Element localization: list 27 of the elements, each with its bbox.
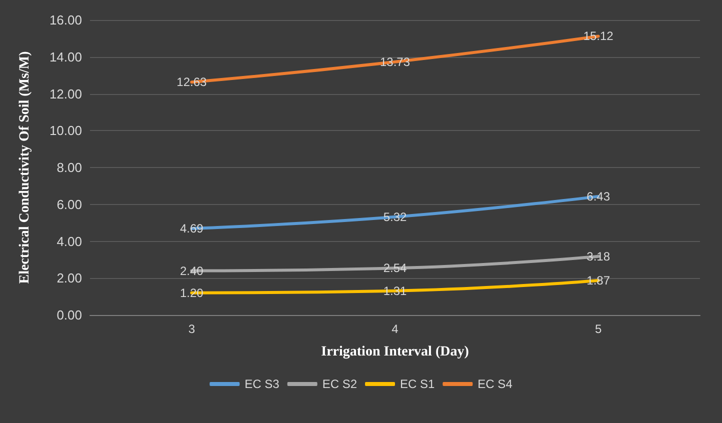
y-tick-label: 16.00 [49, 12, 82, 28]
data-label: 2.54 [383, 261, 407, 276]
y-tick-label: 0.00 [56, 308, 82, 322]
data-label: 1.20 [180, 286, 204, 300]
x-axis-title: Irrigation Interval (Day) [321, 344, 470, 360]
y-axis-title: Electrical Conductivity Of Soil (Ms/M) [18, 50, 32, 284]
data-label: 1.87 [586, 274, 610, 288]
y-tick-label: 8.00 [56, 160, 82, 175]
legend-label: EC S1 [400, 377, 436, 391]
data-label: 6.43 [586, 189, 610, 204]
y-tick-label: 14.00 [49, 49, 82, 64]
x-tick-label: 3 [188, 322, 196, 336]
data-label: 12.63 [176, 75, 208, 90]
x-tick-label: 4 [392, 322, 399, 336]
y-tick-label: 10.00 [49, 123, 82, 138]
legend-label: EC S3 [244, 377, 280, 391]
data-label: 2.40 [180, 264, 204, 278]
x-tick-label: 5 [594, 322, 602, 336]
legend-label: EC S4 [478, 377, 513, 391]
data-label: 4.69 [180, 222, 204, 236]
legend-label: EC S2 [322, 377, 358, 391]
data-label: 3.18 [586, 249, 610, 264]
y-tick-label: 4.00 [56, 234, 82, 249]
y-tick-label: 6.00 [56, 196, 82, 212]
data-label: 15.12 [583, 29, 614, 44]
y-tick-label: 2.00 [56, 270, 82, 286]
y-tick-label: 12.00 [49, 86, 82, 102]
